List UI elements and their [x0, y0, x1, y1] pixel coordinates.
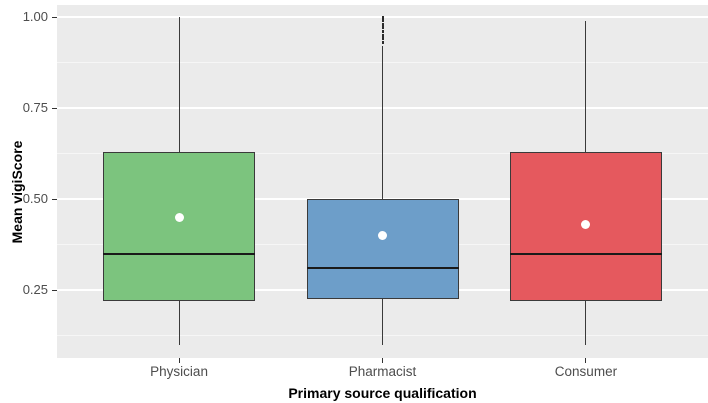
y-tick-label: 0.25 — [22, 281, 48, 297]
y-tick-label: 1.00 — [22, 9, 48, 24]
whisker-upper-physician — [178, 17, 180, 152]
x-axis-title: Primary source qualification — [288, 385, 477, 401]
median-line-pharmacist — [306, 267, 459, 270]
whisker-upper-pharmacist — [382, 46, 383, 199]
mean-dot-pharmacist — [378, 230, 387, 240]
mean-dot-physician — [174, 212, 184, 222]
outlier-dot-pharmacist — [381, 37, 384, 41]
whisker-upper-consumer — [585, 20, 587, 152]
median-line-physician — [103, 252, 256, 255]
box-pharmacist — [306, 198, 459, 300]
box-physician — [103, 151, 256, 301]
median-line-consumer — [509, 252, 662, 255]
outlier-dot-pharmacist — [381, 26, 384, 30]
y-tick-mark — [52, 289, 57, 291]
outlier-dot-pharmacist — [381, 33, 384, 37]
y-tick-label: 0.50 — [22, 190, 48, 206]
y-tick-mark — [52, 17, 57, 18]
y-tick-mark — [52, 107, 57, 109]
mean-dot-consumer — [581, 219, 591, 229]
x-tick-mark — [178, 358, 180, 363]
y-tick-label: 0.75 — [22, 99, 48, 115]
outlier-dot-pharmacist — [381, 22, 384, 26]
outlier-dot-pharmacist — [381, 40, 384, 44]
x-tick-label: Consumer — [554, 364, 618, 379]
x-tick-label: Physician — [150, 364, 208, 379]
outlier-dot-pharmacist — [381, 15, 384, 19]
y-tick-mark — [52, 198, 57, 200]
outlier-dot-pharmacist — [381, 30, 384, 34]
outlier-dot-pharmacist — [381, 19, 384, 23]
x-tick-mark — [585, 358, 587, 363]
plot-panel — [57, 5, 708, 358]
x-tick-label: Pharmacist — [348, 364, 417, 379]
whisker-lower-pharmacist — [382, 299, 383, 345]
whisker-lower-consumer — [585, 300, 587, 345]
whisker-lower-physician — [178, 300, 180, 345]
x-tick-mark — [382, 358, 383, 363]
